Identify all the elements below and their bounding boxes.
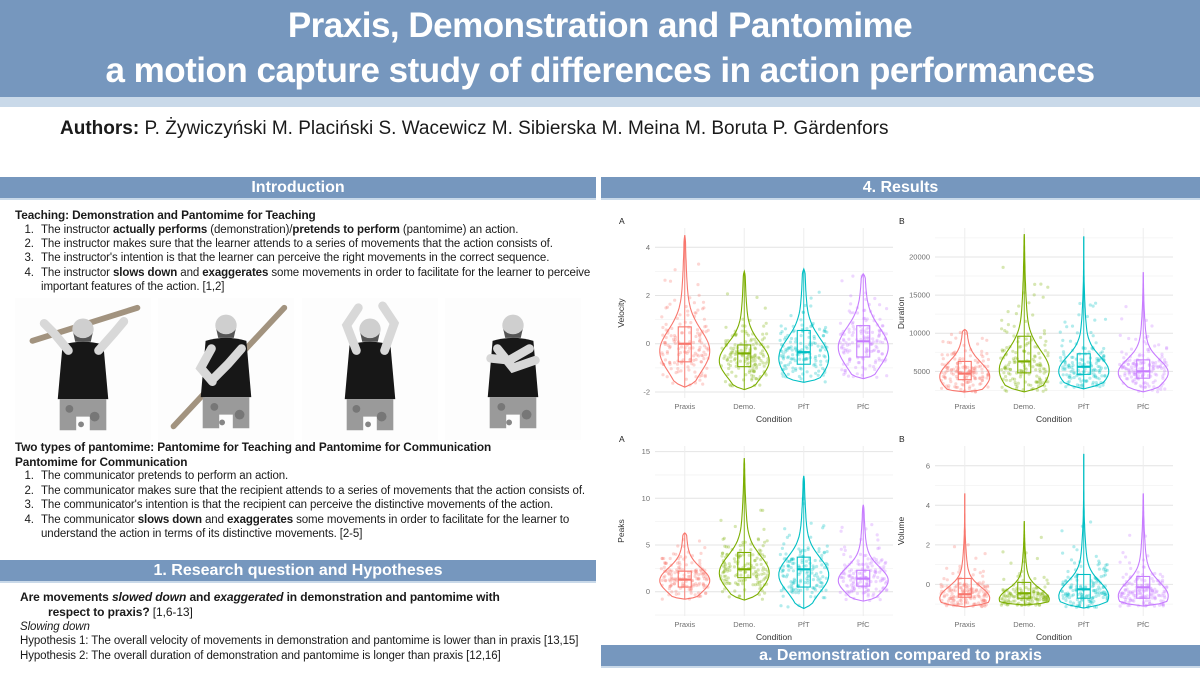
svg-text:5: 5 <box>646 541 650 550</box>
svg-text:0: 0 <box>926 580 930 589</box>
authors-line: Authors: P. Żywiczyński M. Placiński S. … <box>60 118 888 140</box>
svg-text:A: A <box>619 216 625 226</box>
svg-text:-2: -2 <box>643 387 650 396</box>
section-header-research: 1. Research question and Hypotheses <box>0 560 596 583</box>
svg-text:6: 6 <box>926 461 930 470</box>
svg-text:Demo.: Demo. <box>1013 620 1035 629</box>
teaching-block: Teaching: Demonstration and Pantomime fo… <box>15 208 593 295</box>
svg-text:Praxis: Praxis <box>674 402 695 411</box>
svg-text:Praxis: Praxis <box>954 402 975 411</box>
authors-names: P. Żywiczyński M. Placiński S. Wacewicz … <box>144 118 889 139</box>
svg-text:PfC: PfC <box>1137 620 1150 629</box>
svg-text:PfT: PfT <box>1078 402 1090 411</box>
svg-text:0: 0 <box>646 339 650 348</box>
svg-text:4: 4 <box>646 243 650 252</box>
teaching-list: The instructor actually performs (demons… <box>15 223 593 295</box>
svg-text:PfC: PfC <box>857 402 870 411</box>
title-banner: Praxis, Demonstration and Pantomime a mo… <box>0 0 1200 97</box>
svg-text:10000: 10000 <box>909 329 930 338</box>
svg-text:Praxis: Praxis <box>674 620 695 629</box>
svg-text:PfC: PfC <box>857 620 870 629</box>
action-photo-demonstration-2 <box>158 298 295 440</box>
svg-text:B: B <box>899 434 905 444</box>
svg-text:2: 2 <box>926 540 930 549</box>
pantomime-block: Two types of pantomime: Pantomime for Te… <box>15 440 593 541</box>
svg-text:PfT: PfT <box>1078 620 1090 629</box>
list-item: The instructor actually performs (demons… <box>37 223 593 237</box>
svg-text:Volume: Volume <box>896 517 906 546</box>
svg-text:Velocity: Velocity <box>616 298 626 328</box>
action-photos-row <box>15 298 581 440</box>
svg-text:Demo.: Demo. <box>733 620 755 629</box>
list-item: The communicator makes sure that the rec… <box>37 484 593 498</box>
list-item: The communicator pretends to perform an … <box>37 469 593 483</box>
svg-text:Duration: Duration <box>896 297 906 329</box>
pantomime-heading-2: Pantomime for Communication <box>15 454 188 469</box>
action-photo-pantomime-2 <box>444 298 581 440</box>
action-photo-demonstration-1 <box>15 298 151 440</box>
violin-plot-velocity: -2 0 2 4 A Velocity Condition Praxis Demo. PfT PfC <box>615 212 900 430</box>
violin-plot-peaks: 0 5 10 15 A Peaks Condition Praxis Demo. PfT PfC <box>615 430 900 648</box>
svg-text:Demo.: Demo. <box>1013 402 1035 411</box>
list-item: The instructor makes sure that the learn… <box>37 237 593 251</box>
hypothesis-2: Hypothesis 2: The overall duration of de… <box>20 649 501 662</box>
slowing-down-label: Slowing down <box>20 621 90 633</box>
section-header-demonstration: a. Demonstration compared to praxis <box>601 645 1200 668</box>
svg-text:Condition: Condition <box>756 414 792 424</box>
list-item: The communicator's intention is that the… <box>37 498 593 512</box>
pantomime-list: The communicator pretends to perform an … <box>15 469 593 541</box>
research-question: Are movements slowed down and exaggerate… <box>20 590 500 619</box>
svg-text:0: 0 <box>646 587 650 596</box>
svg-text:15: 15 <box>642 447 650 456</box>
svg-text:PfT: PfT <box>798 402 810 411</box>
list-item: The instructor's intention is that the l… <box>37 251 593 265</box>
svg-text:15000: 15000 <box>909 291 930 300</box>
svg-text:Peaks: Peaks <box>616 519 626 543</box>
svg-text:5000: 5000 <box>913 367 930 376</box>
svg-text:Condition: Condition <box>756 632 792 642</box>
hypothesis-1: Hypothesis 1: The overall velocity of mo… <box>20 635 579 648</box>
authors-label: Authors: <box>60 118 140 139</box>
teaching-heading: Teaching: Demonstration and Pantomime fo… <box>15 208 316 222</box>
svg-text:PfC: PfC <box>1137 402 1150 411</box>
svg-text:2: 2 <box>646 291 650 300</box>
svg-text:Condition: Condition <box>1036 414 1072 424</box>
research-block: Are movements slowed down and exaggerate… <box>20 590 590 663</box>
svg-text:Demo.: Demo. <box>733 402 755 411</box>
list-item: The instructor slows down and exaggerate… <box>37 266 593 295</box>
action-photo-pantomime-1 <box>301 298 438 440</box>
svg-text:B: B <box>899 216 905 226</box>
violin-plot-volume: 0 2 4 6 B Volume Condition Praxis Demo. PfT PfC <box>895 430 1180 648</box>
poster-title-line2: a motion capture study of differences in… <box>105 51 1095 90</box>
list-item: The communicator slows down and exaggera… <box>37 513 593 542</box>
poster-title-line1: Praxis, Demonstration and Pantomime <box>287 6 913 45</box>
left-column: Introduction Teaching: Demonstration and… <box>0 0 596 675</box>
section-header-results: 4. Results <box>601 177 1200 200</box>
svg-text:Praxis: Praxis <box>954 620 975 629</box>
banner-divider <box>0 97 1200 107</box>
section-header-introduction: Introduction <box>0 177 596 200</box>
svg-text:PfT: PfT <box>798 620 810 629</box>
violin-plot-duration: 5000 10000 15000 20000 B Duration Condition Pra… <box>895 212 1180 430</box>
svg-text:10: 10 <box>642 494 650 503</box>
right-column: 4. Results -2 0 2 4 A Velocity Condition Praxis… <box>600 0 1200 675</box>
svg-text:Condition: Condition <box>1036 632 1072 642</box>
svg-text:A: A <box>619 434 625 444</box>
svg-text:20000: 20000 <box>909 252 930 261</box>
pantomime-heading-1: Two types of pantomime: Pantomime for Te… <box>15 440 492 454</box>
svg-text:4: 4 <box>926 501 930 510</box>
